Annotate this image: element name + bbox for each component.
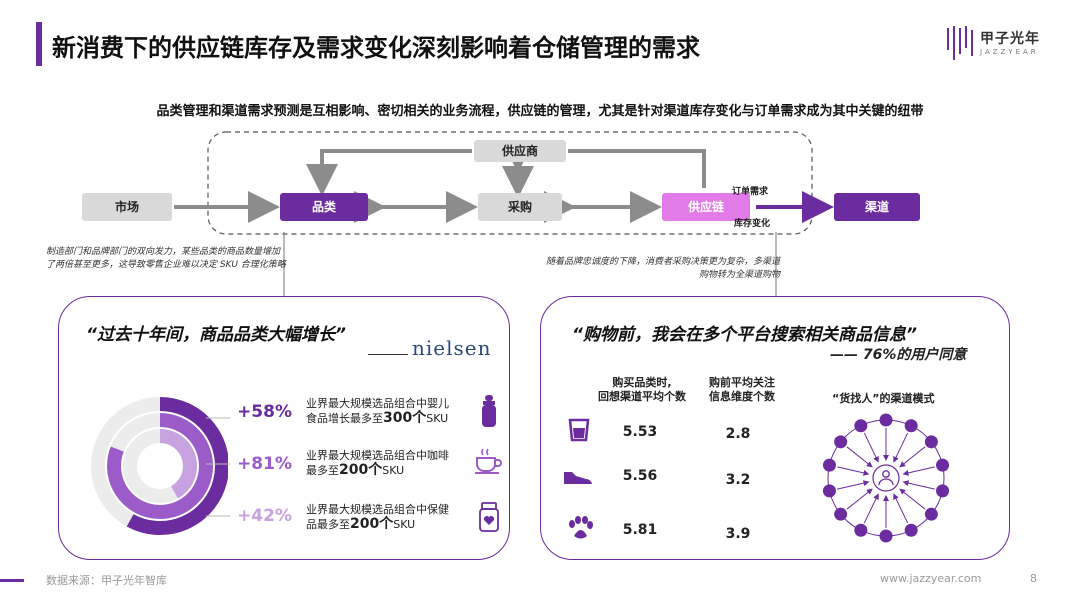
radial-arrow xyxy=(899,488,926,510)
row2-dimensions: 3.2 xyxy=(725,472,751,488)
channel-node xyxy=(854,419,868,433)
row1-dimensions: 2.8 xyxy=(725,426,751,442)
note-left: 制造部门和品牌部门的双向发力，某些品类的商品数量增加了两倍甚至更多，这导致零售企… xyxy=(46,247,286,270)
channel-node xyxy=(879,413,893,427)
node-market: 市场 xyxy=(82,193,172,221)
health-jar-icon xyxy=(479,502,499,532)
radial-arrow xyxy=(902,480,935,490)
nielsen-logo: nielsen xyxy=(412,336,492,360)
footer-url[interactable]: www.jazzyear.com xyxy=(880,572,982,585)
shoe-icon xyxy=(564,472,592,484)
node-supply-chain: 供应链 xyxy=(662,193,750,221)
user-icon xyxy=(878,478,894,486)
ring-health xyxy=(159,429,197,499)
flow-dashed-frame xyxy=(207,131,813,235)
channel-node xyxy=(834,507,848,521)
channel-node xyxy=(854,523,868,537)
desc-health: 业界最大规模选品组合中保健 品最多至200个SKU xyxy=(306,503,449,532)
cup-icon xyxy=(568,418,590,442)
user-agree-note: —— 76%的用户同意 xyxy=(830,347,967,363)
row2-channels: 5.56 xyxy=(622,468,658,484)
channel-node xyxy=(936,458,950,472)
node-purchase: 采购 xyxy=(478,193,562,221)
ring-coffee xyxy=(107,413,213,519)
title-accent-bar xyxy=(36,22,42,66)
logo-subtitle: JAZZYEAR xyxy=(980,48,1039,56)
radial-arrow xyxy=(863,432,879,463)
coffee-cup-icon xyxy=(475,448,502,474)
col-head-channels: 购买品类时, 回想渠道平均个数 xyxy=(598,376,686,403)
pct-coffee: +81% xyxy=(237,454,292,474)
channel-node xyxy=(904,523,918,537)
channel-node xyxy=(822,484,836,498)
label-order-demand: 订单需求 xyxy=(732,187,769,197)
right-card-quote: “购物前，我会在多个平台搜索相关商品信息” xyxy=(572,325,917,345)
pct-baby-food: +58% xyxy=(237,402,292,422)
radial-arrow xyxy=(837,480,870,490)
left-card-quote: “过去十年间，商品品类大幅增长” xyxy=(86,325,346,345)
page-number: 8 xyxy=(1030,572,1037,585)
ring-baby-food xyxy=(126,397,228,535)
radial-arrow xyxy=(893,493,909,524)
radial-arrow xyxy=(893,432,909,463)
label-inventory-change: 库存变化 xyxy=(734,219,771,229)
channel-node xyxy=(879,529,893,543)
pct-health: +42% xyxy=(237,506,292,526)
footer-accent xyxy=(0,579,24,582)
logo-name: 甲子光年 xyxy=(980,31,1040,47)
desc-baby-food: 业界最大规模选品组合中婴儿 食品增长最多至300个SKU xyxy=(306,397,449,426)
footer-source: 数据来源：甲子光年智库 xyxy=(46,574,167,587)
center-user-node xyxy=(872,464,900,492)
channel-node xyxy=(924,507,938,521)
quote-divider xyxy=(368,354,408,355)
row1-channels: 5.53 xyxy=(622,424,658,440)
desc-coffee: 业界最大规模选品组合中咖啡 最多至200个SKU xyxy=(306,449,449,478)
channel-node xyxy=(924,435,938,449)
note-right: 随着品牌忠诚度的下降，消费者采购决策更为复杂，多渠道购物转为全渠道购物 xyxy=(545,257,780,280)
logo-mark-icon xyxy=(947,26,973,60)
radial-arrow xyxy=(846,446,873,468)
row3-dimensions: 3.9 xyxy=(725,526,751,542)
channel-node xyxy=(834,435,848,449)
baby-bottle-icon xyxy=(482,395,496,427)
channel-node xyxy=(904,419,918,433)
col-head-dimensions: 购前平均关注 信息维度个数 xyxy=(709,376,775,403)
radial-arrow xyxy=(846,488,873,510)
subtitle: 品类管理和渠道需求预测是互相影响、密切相关的业务流程，供应链的管理，尤其是针对渠… xyxy=(156,104,924,119)
radial-arrow xyxy=(902,466,935,476)
radial-arrow xyxy=(863,493,879,524)
growth-rings-chart xyxy=(91,397,228,535)
product-finds-people-diagram xyxy=(822,413,950,543)
channel-node xyxy=(822,458,836,472)
radial-arrow xyxy=(837,466,870,476)
row3-channels: 5.81 xyxy=(622,522,658,538)
node-channel: 渠道 xyxy=(834,193,920,221)
ring-leader-lines xyxy=(206,417,230,517)
channel-node xyxy=(936,484,950,498)
node-category: 品类 xyxy=(280,193,368,221)
page-title: 新消费下的供应链库存及需求变化深刻影响着仓储管理的需求 xyxy=(52,34,700,62)
channel-model-title: “货找人”的渠道模式 xyxy=(832,392,935,405)
radial-arrow xyxy=(899,446,926,468)
node-supplier: 供应商 xyxy=(474,140,566,162)
paw-icon xyxy=(569,516,593,539)
